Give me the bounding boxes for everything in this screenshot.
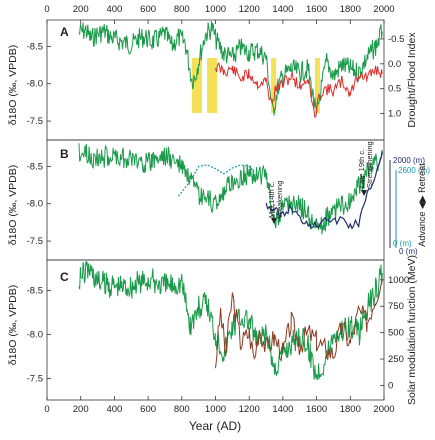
x-axis-label: Year (AD)	[189, 419, 241, 433]
x-tick-bottom-1800: 1800	[340, 404, 361, 415]
y-ticks-b: -8.5 -8.0 -7.5	[27, 161, 51, 247]
x-tick-bottom-2000: 2000	[373, 404, 394, 415]
x-tick-bottom-1400: 1400	[272, 404, 293, 415]
y2-c-tick-1000: 1000	[388, 275, 409, 286]
y2-tick--0.5: -0.5	[388, 34, 404, 45]
highlight-band-2	[271, 58, 277, 113]
x-tick-bottom-0: 0	[44, 404, 49, 415]
y-tick--8.5: -8.5	[27, 41, 43, 52]
x-tick-top-200: 200	[73, 4, 89, 15]
y2-ticks-c: 0 250 500 750 1000	[380, 275, 409, 391]
highlight-bands	[191, 58, 320, 113]
series-b-d18o	[78, 143, 383, 235]
series-c-d18o	[78, 261, 383, 381]
y2-tick-1.0: 1.0	[388, 109, 401, 120]
highlight-band-1	[207, 58, 218, 113]
x-tick-top-0: 0	[44, 4, 49, 15]
x-tick-bottom-1000: 1000	[205, 404, 226, 415]
annotation-late19-line1: Late 19th c.	[357, 149, 366, 188]
glacier-axis-label: Advance ◀▶ Retreat	[417, 163, 427, 247]
y-label-a: δ18O (‰, VPDB)	[7, 45, 19, 126]
glacier-tick-0-navy: 0 (m)	[399, 247, 418, 256]
y2-c-tick-250: 250	[388, 354, 404, 365]
x-tick-bottom-200: 200	[73, 404, 89, 415]
series-c-solar	[215, 279, 383, 369]
y-tick--8.5: -8.5	[27, 285, 43, 296]
x-tick-top-1000: 1000	[205, 4, 226, 15]
highlight-band-0	[191, 58, 203, 113]
y-tick--8.0: -8.0	[27, 79, 43, 90]
y-tick--8.5: -8.5	[27, 161, 43, 172]
x-tick-bottom-1200: 1200	[239, 404, 260, 415]
x-tick-top-1600: 1600	[306, 4, 327, 15]
y2-c-tick-750: 750	[388, 301, 404, 312]
series-a-drought-index	[215, 62, 383, 119]
x-tick-top-600: 600	[140, 4, 156, 15]
x-tick-bottom-400: 400	[106, 404, 122, 415]
series-a-d18o	[78, 21, 383, 116]
x-tick-top-1400: 1400	[272, 4, 293, 15]
x-tick-bottom-1600: 1600	[306, 404, 327, 415]
x-tick-top-400: 400	[106, 4, 122, 15]
annotation-mid14-line2: Weakening	[275, 181, 284, 218]
panel-c-frame	[46, 259, 385, 401]
y-ticks-a: -8.5 -8.0 -7.5	[27, 41, 51, 127]
y-ticks-c: -8.5 -8.0 -7.5	[27, 285, 51, 384]
y2-tick-0.0: 0.0	[388, 59, 401, 70]
x-tick-bottom-800: 800	[174, 404, 190, 415]
panel-label-a: A	[60, 25, 69, 39]
annotation-late19-line2: Strengthening	[365, 141, 374, 188]
y-tick--7.5: -7.5	[27, 116, 43, 127]
panel-c: C -8.5 -8.0 -7.5 0 250 500 750 1000 δ18O (‰, V…	[7, 255, 418, 405]
annotation-mid14-line1: Mid 14th c.	[267, 181, 276, 218]
y2-c-tick-0: 0	[388, 380, 393, 391]
glacier-tick-2600: 2600 (m)	[398, 166, 430, 175]
y-tick--8.0: -8.0	[27, 199, 43, 210]
y2-label-a: Drought/Flood Index	[406, 32, 418, 128]
highlight-band-3	[314, 58, 320, 113]
annotation-mid14-arrowhead	[271, 218, 277, 224]
y2-label-c: Solar modulation function (MeV)	[406, 255, 418, 405]
y-tick--7.5: -7.5	[27, 373, 43, 384]
x-tick-bottom-600: 600	[140, 404, 156, 415]
x-tick-top-800: 800	[174, 4, 190, 15]
x-axis-top: 0 200 400 600 800 1000 1200 1400 1600 1800 2000	[44, 4, 395, 24]
panel-b: B -8.5 -8.0 -7.5 δ18O (‰, VPDB) Mid 14th c…	[7, 139, 430, 261]
panel-a: A -8.5 -8.0 -7.5 -0.5 0.0 0.5 1.0 Drought/Flo…	[7, 19, 418, 141]
y2-c-tick-500: 500	[388, 328, 404, 339]
y2-tick-0.5: 0.5	[388, 84, 401, 95]
glacier-tick-2000: 2000 (m)	[393, 156, 425, 165]
panel-label-b: B	[60, 147, 69, 161]
y-label-b: δ18O (‰, VPDB)	[7, 165, 19, 246]
y-label-c: δ18O (‰, VPDB)	[7, 285, 19, 366]
panel-label-c: C	[60, 270, 69, 284]
x-tick-top-1800: 1800	[340, 4, 361, 15]
y-tick--7.5: -7.5	[27, 236, 43, 247]
x-tick-top-2000: 2000	[373, 4, 394, 15]
x-tick-top-1200: 1200	[239, 4, 260, 15]
y2-ticks-a: -0.5 0.0 0.5 1.0	[380, 34, 404, 120]
annotation-late19-arrowhead	[361, 190, 367, 196]
x-axis-bottom: 0 200 400 600 800 1000 1200 1400 1600 1800 2000	[44, 396, 395, 415]
y-tick--8.0: -8.0	[27, 329, 43, 340]
glacier-tick-0-cyan: 0 (m)	[393, 239, 412, 248]
series-b-glacier-solid	[265, 151, 383, 230]
